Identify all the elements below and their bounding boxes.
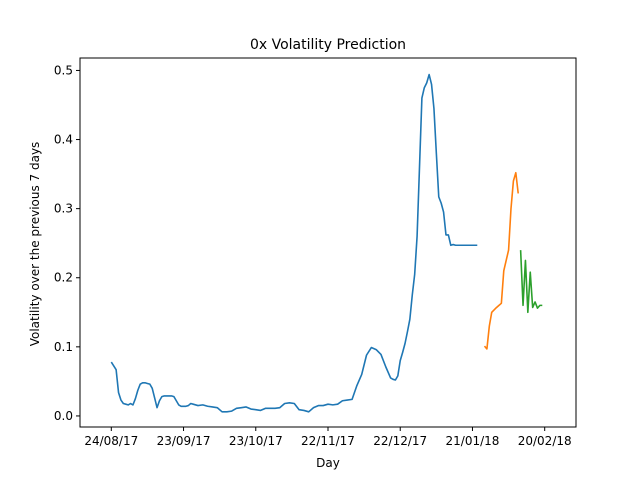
y-tick-label: 0.1 [54, 340, 73, 354]
x-tick-label: 22/12/17 [373, 434, 427, 448]
y-tick-label: 0.5 [54, 63, 73, 77]
series-line-1 [110, 73, 478, 413]
x-axis-label: Day [316, 456, 340, 470]
y-tick-label: 0.4 [54, 133, 73, 147]
y-axis-label: Volatility over the previous 7 days [28, 142, 42, 347]
x-tick-label: 24/08/17 [84, 434, 138, 448]
x-tick-label: 21/01/18 [446, 434, 500, 448]
x-tick-label: 20/02/18 [518, 434, 572, 448]
y-tick-label: 0.0 [54, 409, 73, 423]
ticks-layer: 24/08/17 23/09/17 23/10/17 22/11/17 22/12/17… [54, 63, 572, 448]
y-tick-label: 0.2 [54, 271, 73, 285]
x-tick-label: 22/11/17 [301, 434, 355, 448]
series-line-3 [519, 250, 543, 314]
chart-title: 0x Volatility Prediction [250, 37, 406, 53]
series-layer [110, 73, 543, 413]
series-line-2 [483, 171, 520, 350]
x-tick-label: 23/09/17 [157, 434, 211, 448]
x-tick-label: 23/10/17 [229, 434, 283, 448]
y-tick-label: 0.3 [54, 202, 73, 216]
